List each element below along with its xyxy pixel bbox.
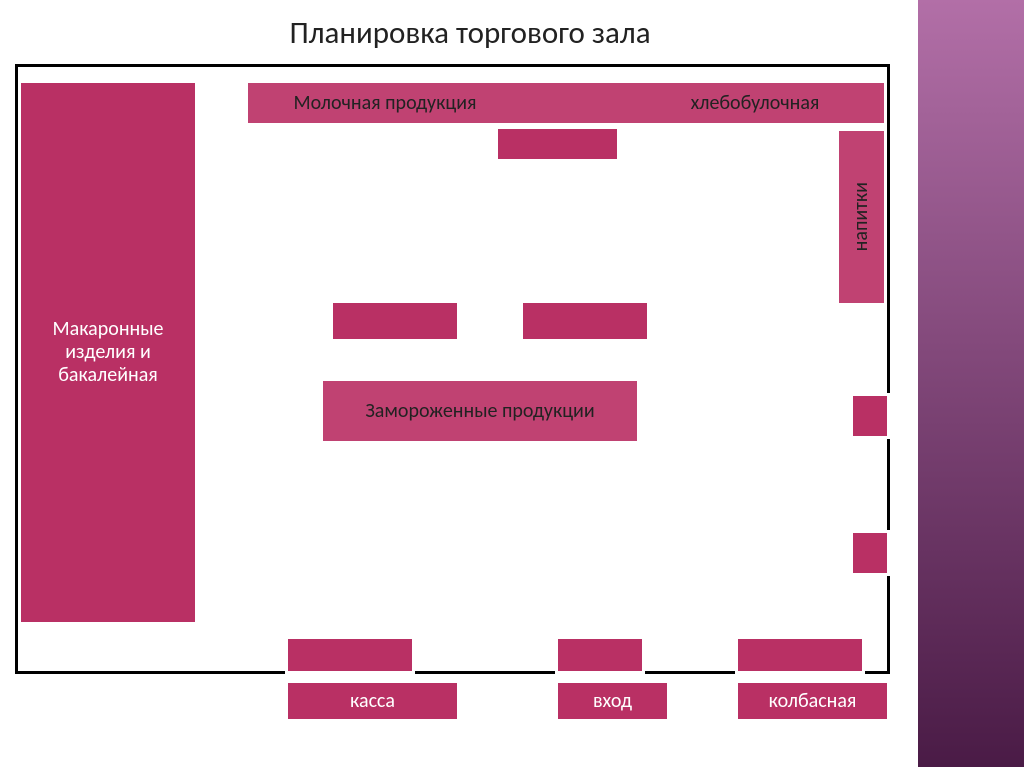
block-pasta: Макаронные изделия и бакалейная — [18, 80, 198, 625]
block-label-frozen: Замороженные продукции — [365, 400, 594, 423]
block-label-kassa: касса — [350, 690, 395, 713]
block-frozen: Замороженные продукции — [320, 378, 640, 444]
block-right-stub-2 — [850, 530, 890, 576]
block-kassa: касса — [285, 680, 460, 722]
block-drinks: напитки — [836, 128, 887, 306]
block-label-bakery-label: хлебобулочная — [691, 92, 820, 115]
block-right-stub-1 — [850, 393, 890, 439]
page-title: Планировка торгового зала — [210, 14, 730, 58]
block-vhod: вход — [555, 680, 670, 722]
slide-stage: Планировка торгового зала Макаронные изде… — [0, 0, 1024, 767]
block-kolbasa: колбасная — [735, 680, 890, 722]
block-label-vhod: вход — [593, 690, 632, 713]
block-center-right — [520, 300, 650, 342]
block-label-pasta: Макаронные изделия и бакалейная — [29, 318, 187, 387]
block-bakery-label: хлебобулочная — [640, 86, 870, 120]
block-bottom-stub-2 — [555, 636, 645, 674]
block-label-kolbasa: колбасная — [769, 690, 857, 713]
block-top-small — [495, 126, 620, 162]
block-label-dairy-label: Молочная продукция — [293, 92, 476, 115]
block-bottom-stub-1 — [285, 636, 415, 674]
block-bottom-stub-3 — [735, 636, 865, 674]
block-label-drinks: напитки — [850, 182, 873, 251]
side-gradient — [918, 0, 1024, 767]
block-dairy-label: Молочная продукция — [255, 86, 515, 120]
block-center-left — [330, 300, 460, 342]
